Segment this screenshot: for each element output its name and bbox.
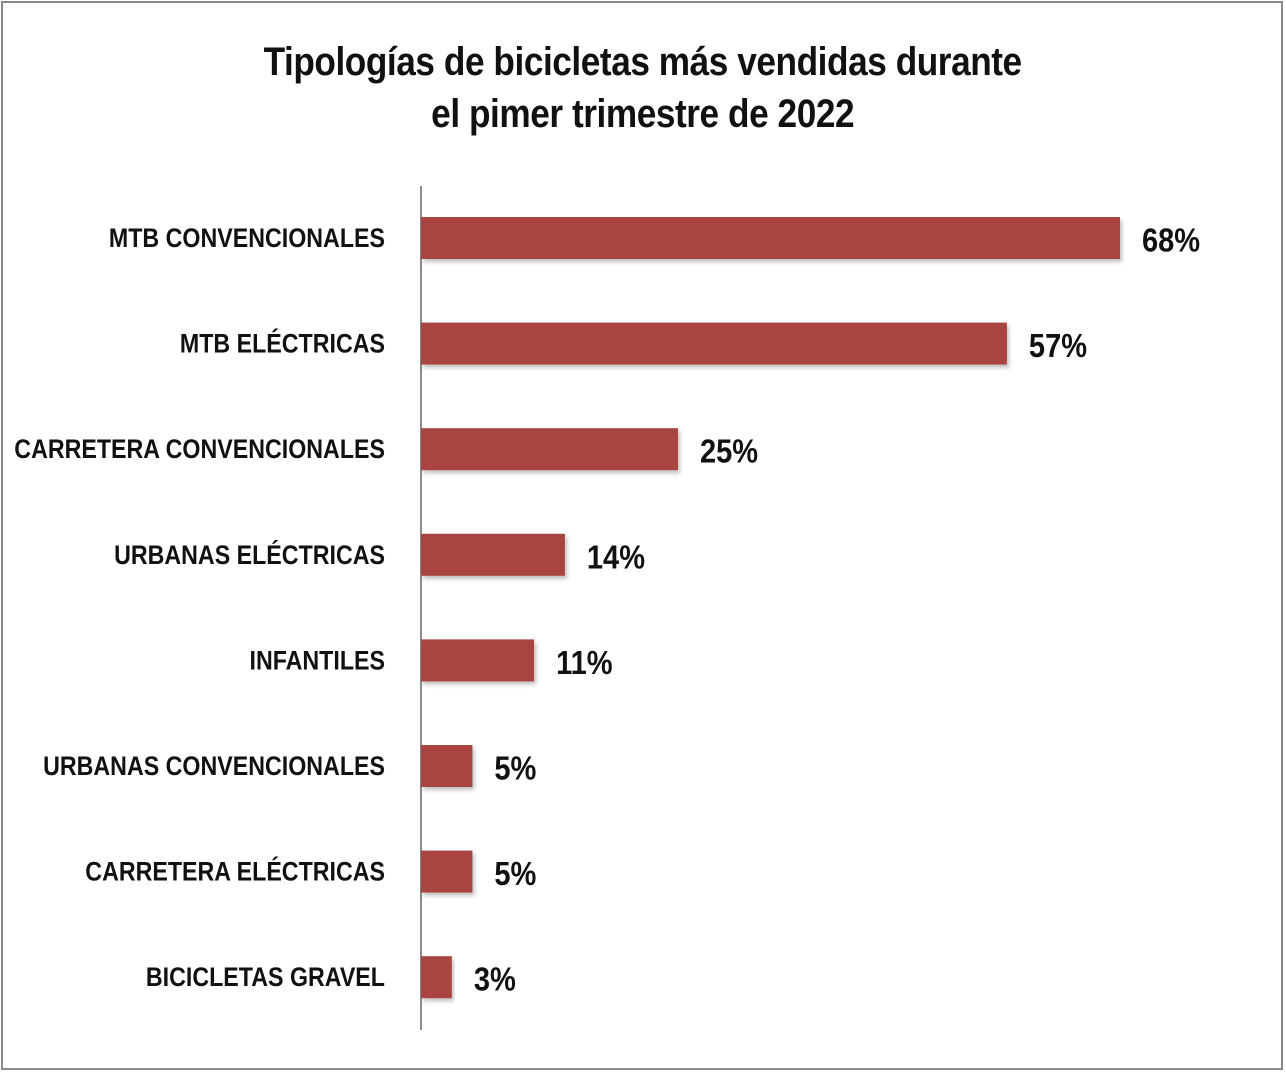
value-label-mtb-electricas: 57% — [1029, 327, 1087, 364]
bars-group — [421, 217, 1120, 999]
category-label-bicicletas-gravel: BICICLETAS GRAVEL — [146, 962, 385, 992]
category-label-mtb-convencionales: MTB CONVENCIONALES — [109, 223, 385, 253]
category-label-carretera-convencionales: CARRETERA CONVENCIONALES — [14, 434, 385, 464]
bar-infantiles — [421, 639, 535, 682]
category-label-infantiles: INFANTILES — [250, 645, 386, 675]
bar-urbanas-electricas — [421, 533, 565, 576]
value-label-bicicletas-gravel: 3% — [474, 961, 516, 998]
category-label-urbanas-convencionales: URBANAS CONVENCIONALES — [43, 751, 385, 781]
value-label-urbanas-convencionales: 5% — [494, 750, 536, 787]
value-labels-group: 68% 57% 25% 14% 11% 5% 5% 3% — [474, 222, 1200, 998]
bar-carretera-electricas — [421, 850, 473, 893]
bar-mtb-electricas — [421, 322, 1007, 365]
value-label-mtb-convencionales: 68% — [1142, 222, 1200, 259]
bar-carretera-convencionales — [421, 428, 678, 471]
category-label-mtb-electricas: MTB ELÉCTRICAS — [180, 328, 385, 359]
category-label-carretera-electricas: CARRETERA ELÉCTRICAS — [85, 856, 385, 887]
value-label-carretera-electricas: 5% — [494, 855, 536, 892]
chart-title-line-1: Tipologías de bicicletas más vendidas du… — [263, 40, 1023, 84]
value-label-urbanas-electricas: 14% — [587, 538, 645, 575]
value-label-infantiles: 11% — [556, 644, 613, 681]
bar-urbanas-convencionales — [421, 745, 473, 787]
bar-mtb-convencionales — [421, 217, 1120, 259]
chart-title: Tipologías de bicicletas más vendidas du… — [77, 36, 1209, 140]
value-label-carretera-convencionales: 25% — [700, 433, 758, 470]
category-label-urbanas-electricas: URBANAS ELÉCTRICAS — [114, 539, 385, 570]
chart-title-line-2: el pimer trimestre de 2022 — [431, 92, 855, 136]
category-labels-group: MTB CONVENCIONALES MTB ELÉCTRICAS CARRETER… — [14, 223, 385, 992]
bar-bicicletas-gravel — [421, 956, 452, 999]
